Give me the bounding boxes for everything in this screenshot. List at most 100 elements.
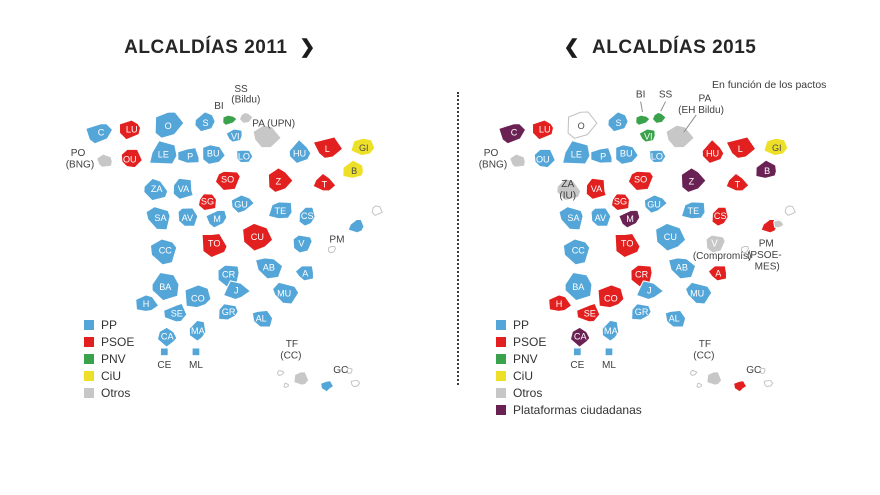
legend-swatch-icon bbox=[84, 353, 94, 364]
province-label-T: T bbox=[735, 179, 741, 189]
province-GR bbox=[631, 303, 652, 321]
province-GI bbox=[350, 137, 376, 157]
annotation-label: V bbox=[711, 238, 718, 249]
province-AV bbox=[590, 207, 612, 227]
province-label-OU: OU bbox=[123, 154, 137, 164]
province-B bbox=[755, 159, 777, 179]
province-P bbox=[590, 147, 613, 164]
island-outline-fuerteventura bbox=[763, 379, 774, 388]
annotation-label: CE bbox=[570, 360, 584, 371]
province-label-MA: MA bbox=[604, 326, 619, 336]
island-outline-la-gomera bbox=[696, 382, 703, 389]
province-Z bbox=[680, 167, 707, 194]
province-label-CS: CS bbox=[714, 211, 727, 221]
province-PA bbox=[252, 124, 282, 149]
province-CA bbox=[156, 326, 178, 348]
province-label-MU: MU bbox=[690, 289, 704, 299]
island-outline-ibiza bbox=[740, 245, 750, 254]
province-L bbox=[725, 136, 757, 159]
province-label-H: H bbox=[556, 299, 563, 309]
province-label-TE: TE bbox=[275, 206, 287, 216]
province-label-SG: SG bbox=[614, 197, 627, 207]
province-CU bbox=[242, 222, 274, 252]
province-label-ZA: ZA bbox=[151, 184, 164, 194]
legend-label: CiU bbox=[101, 368, 121, 383]
province-TE bbox=[680, 201, 706, 220]
province-SE bbox=[163, 302, 188, 323]
province-BU bbox=[615, 144, 639, 166]
island-outline-menorca bbox=[784, 205, 796, 216]
city-square-CE bbox=[160, 348, 168, 356]
province-label-V: V bbox=[298, 239, 305, 249]
province-label-CC: CC bbox=[159, 245, 173, 255]
province-label-CR: CR bbox=[635, 269, 649, 279]
title-2011: ALCALDÍAS 2011 ❯ bbox=[0, 36, 440, 59]
province-VI bbox=[225, 128, 243, 143]
leader-line bbox=[683, 114, 697, 133]
province-label-B: B bbox=[351, 166, 357, 176]
province-SA bbox=[558, 206, 584, 231]
province-CO bbox=[184, 284, 212, 309]
province-LO bbox=[236, 149, 254, 164]
province-B bbox=[342, 159, 364, 179]
province-AB bbox=[667, 257, 697, 280]
province-V bbox=[292, 234, 313, 254]
province-SS bbox=[651, 111, 667, 124]
province-AB bbox=[254, 257, 284, 280]
annotation-label: SS bbox=[234, 84, 248, 95]
island-outline-menorca bbox=[371, 205, 383, 216]
island-outline-la-palma bbox=[689, 369, 698, 377]
legend-swatch-icon bbox=[496, 404, 506, 415]
province-M bbox=[618, 209, 641, 229]
province-TO bbox=[201, 232, 228, 259]
legend-label: CiU bbox=[513, 368, 533, 383]
dotted-divider bbox=[457, 92, 459, 385]
annotation-label: PM bbox=[329, 235, 344, 246]
province-label-SE: SE bbox=[171, 309, 183, 319]
legend-item-pp: PP bbox=[496, 316, 642, 333]
annotation-label: (BNG) bbox=[479, 160, 507, 171]
province-label-SA: SA bbox=[154, 213, 167, 223]
province-label-AV: AV bbox=[595, 213, 607, 223]
province-label-S: S bbox=[203, 118, 209, 128]
province-label-AB: AB bbox=[676, 263, 688, 273]
city-square-CE bbox=[573, 348, 581, 356]
annotation-label: ML bbox=[189, 360, 203, 371]
annotation-label: SS bbox=[659, 90, 673, 101]
leader-line bbox=[640, 101, 644, 113]
legend-label: Plataformas ciudadanas bbox=[513, 402, 642, 417]
annotation-label: ML bbox=[602, 360, 616, 371]
province-label-TO: TO bbox=[208, 239, 221, 249]
province-GI bbox=[763, 137, 789, 157]
province-label-B: B bbox=[764, 166, 770, 176]
province-label-VI: VI bbox=[644, 131, 653, 141]
province-label-J: J bbox=[647, 286, 652, 296]
province-VA bbox=[172, 177, 194, 201]
province-label-AV: AV bbox=[182, 213, 194, 223]
province-A bbox=[707, 265, 728, 282]
annotation-label: PA bbox=[699, 94, 712, 105]
legend-label: PP bbox=[101, 317, 118, 332]
province-label-VA: VA bbox=[178, 184, 190, 194]
annotation-label: PA (UPN) bbox=[252, 118, 295, 129]
province-label-GR: GR bbox=[222, 307, 236, 317]
province-label-P: P bbox=[187, 151, 193, 161]
province-S bbox=[194, 111, 216, 133]
province-V bbox=[705, 234, 726, 254]
province-LO bbox=[649, 149, 667, 164]
chevron-right-icon[interactable]: ❯ bbox=[299, 37, 316, 58]
province-label-Z: Z bbox=[689, 176, 695, 186]
title-2015-text: ALCALDÍAS 2015 bbox=[592, 36, 757, 58]
province-LE bbox=[561, 139, 591, 165]
province-label-GU: GU bbox=[234, 199, 248, 209]
province-H bbox=[548, 294, 573, 312]
province-label-S: S bbox=[616, 118, 622, 128]
province-label-MA: MA bbox=[191, 326, 206, 336]
province-SS bbox=[238, 111, 254, 124]
province-GU bbox=[643, 194, 669, 214]
chevron-left-icon[interactable]: ❮ bbox=[563, 37, 581, 58]
province-label-LO: LO bbox=[238, 151, 250, 161]
province-SO bbox=[627, 170, 654, 192]
title-2015: ❮ ALCALDÍAS 2015 bbox=[440, 36, 880, 59]
province-label-LU: LU bbox=[126, 125, 138, 135]
